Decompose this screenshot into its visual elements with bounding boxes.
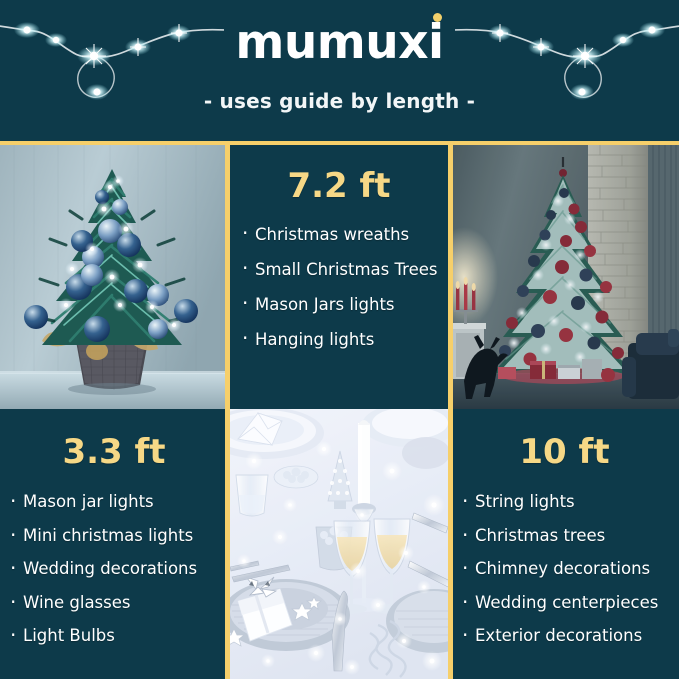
small-christmas-tree-photo (0, 145, 228, 409)
large-christmas-tree-image (450, 145, 679, 409)
list-item: Wine glasses (10, 586, 224, 620)
brand-logo-text: mumuxi (235, 15, 444, 70)
length-value-3-3ft: 3.3 ft (62, 432, 166, 472)
brand-logo: mumuxi (0, 13, 679, 70)
list-item: Mini christmas lights (10, 519, 224, 553)
length-panel-10ft: 10 ft String lights Christmas trees Chim… (450, 409, 679, 679)
brand-dot-icon (432, 13, 442, 22)
small-christmas-tree-image (0, 145, 228, 409)
header-banner: mumuxi - uses guide by length - (0, 0, 679, 143)
list-item: Christmas trees (462, 519, 675, 553)
list-item: Light Bulbs (10, 619, 224, 653)
column-divider-left (225, 145, 230, 679)
list-item: Wedding centerpieces (462, 586, 675, 620)
header-subtitle: - uses guide by length - (203, 89, 476, 113)
list-item: Chimney decorations (462, 552, 675, 586)
list-item: Small Christmas Trees (242, 252, 444, 287)
string-lights-icon-left (0, 22, 224, 100)
uses-list-7-2ft: Christmas wreaths Small Christmas Trees … (228, 217, 450, 357)
header-divider (0, 141, 679, 145)
large-christmas-tree-living-room-photo (450, 145, 679, 409)
column-divider-right (448, 145, 453, 679)
wedding-table-image (228, 409, 450, 679)
list-item: Wedding decorations (10, 552, 224, 586)
length-value-10ft: 10 ft (519, 432, 610, 472)
wedding-table-setting-photo (228, 409, 450, 679)
uses-list-10ft: String lights Christmas trees Chimney de… (450, 485, 679, 653)
length-value-7-2ft: 7.2 ft (287, 166, 391, 206)
list-item: String lights (462, 485, 675, 519)
list-item: Exterior decorations (462, 619, 675, 653)
list-item: Mason jar lights (10, 485, 224, 519)
list-item: Mason Jars lights (242, 287, 444, 322)
length-panel-3-3ft: 3.3 ft Mason jar lights Mini christmas l… (0, 409, 228, 679)
list-item: Hanging lights (242, 322, 444, 357)
uses-list-3-3ft: Mason jar lights Mini christmas lights W… (0, 485, 228, 653)
list-item: Christmas wreaths (242, 217, 444, 252)
length-panel-7-2ft: 7.2 ft Christmas wreaths Small Christmas… (228, 145, 450, 409)
string-lights-icon-right (455, 22, 679, 100)
